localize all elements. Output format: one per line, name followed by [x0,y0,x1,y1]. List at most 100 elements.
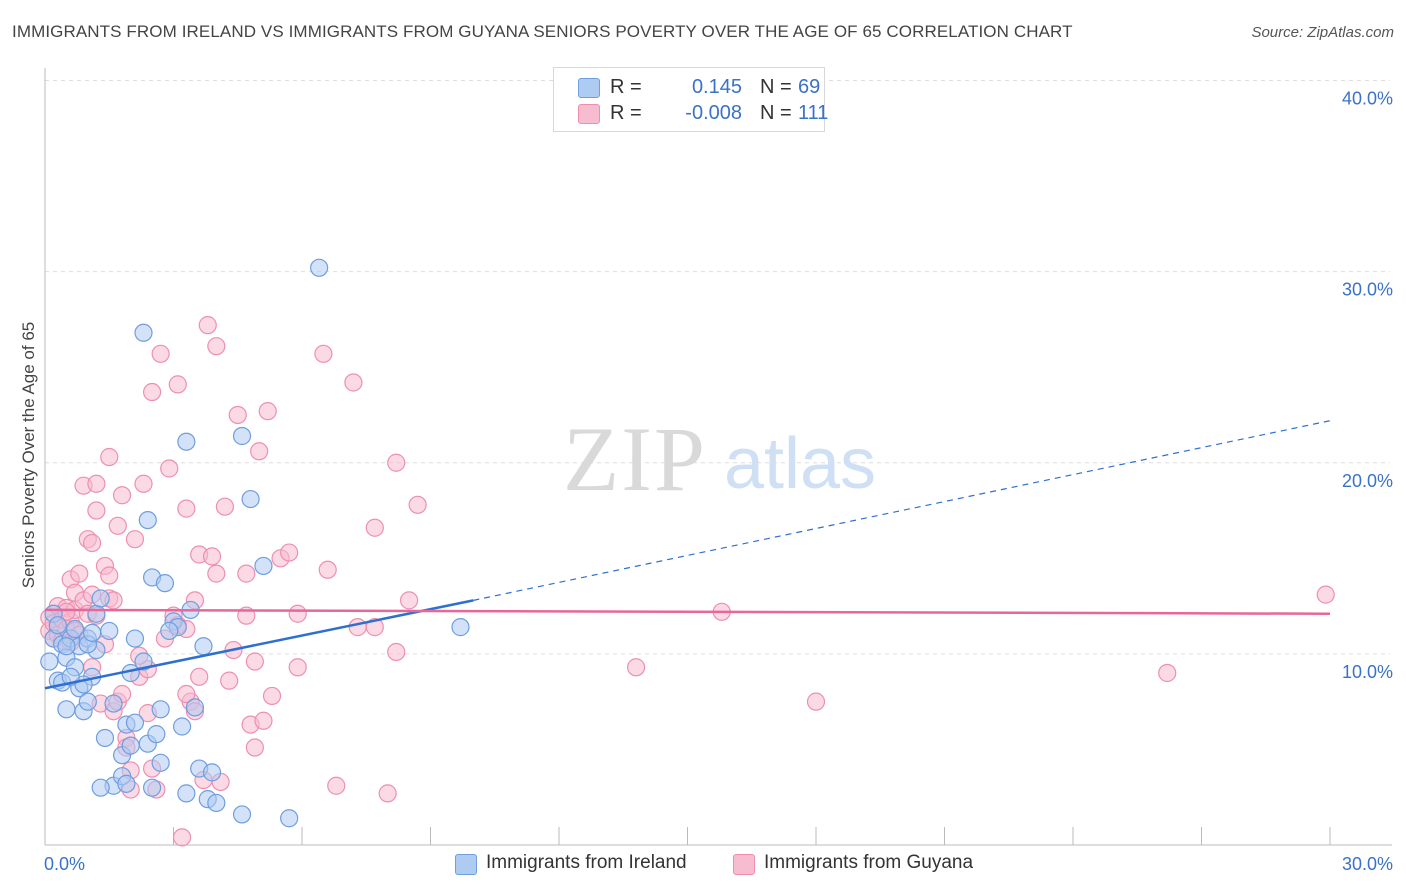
point-ireland [185,698,205,717]
point-ireland [48,616,67,635]
point-ireland [138,510,157,530]
point-guyana [87,501,106,520]
x-tick-labels: 0.0% 30.0% [44,854,1393,874]
point-ireland [194,637,213,656]
point-guyana [177,499,196,518]
correlation-legend: R = 0.145 N = 69 R = -0.008 N = 111 [553,67,829,132]
legend-r-value-guyana: -0.008 [685,102,742,124]
point-guyana [262,686,282,706]
trend-line-guyana [44,608,1331,615]
watermark-zip: ZIP [563,408,707,510]
point-guyana [112,486,132,505]
y-tick-label: 20.0% [1342,471,1393,491]
point-guyana [378,784,397,803]
point-ireland [232,805,252,824]
point-ireland [177,432,196,451]
point-guyana [100,566,119,585]
point-ireland [117,774,136,793]
point-guyana [365,518,384,537]
point-guyana [202,547,222,566]
series-guyana-points [40,316,1335,847]
y-tick-label: 10.0% [1342,662,1393,682]
point-ireland [207,793,226,813]
point-ireland [125,629,145,648]
point-ireland [125,713,145,732]
point-ireland [151,753,170,772]
watermark: ZIP atlas [563,408,876,510]
point-guyana [626,658,646,677]
point-ireland [57,637,76,656]
point-ireland [134,652,153,671]
point-guyana [70,564,89,583]
point-guyana [250,442,269,461]
point-guyana [314,344,333,363]
grid-lines [45,80,1390,655]
point-ireland [78,692,97,711]
point-guyana [245,652,264,671]
point-guyana [177,684,196,704]
point-ireland [232,426,252,446]
axes [44,68,1392,846]
legend-r-label: R = [610,102,642,124]
legend-r-label: R = [610,76,642,98]
legend-swatch-guyana [578,104,600,124]
legend-label-ireland: Immigrants from Ireland [486,852,687,873]
legend-swatch-ireland [578,78,600,98]
point-guyana [220,671,239,690]
point-ireland [83,623,102,642]
legend-n-label: N = [760,76,792,98]
point-guyana [207,564,226,583]
legend-n-label: N = [760,102,792,124]
point-guyana [228,405,247,425]
point-guyana [408,495,427,514]
point-guyana [151,344,170,363]
point-guyana [399,591,419,610]
point-ireland [451,618,470,637]
point-guyana [258,402,277,421]
point-ireland [241,489,260,509]
y-tick-label: 30.0% [1342,280,1393,300]
point-ireland [254,556,273,576]
point-ireland [40,652,59,671]
point-ireland [121,736,140,755]
series-legend: Immigrants from Ireland Immigrants from … [0,852,1406,878]
y-tick-label: 40.0% [1342,89,1393,109]
legend-swatch-ireland [455,854,477,875]
point-guyana [288,658,307,677]
point-ireland [65,619,85,639]
x-tick-label: 30.0% [1342,854,1393,874]
point-guyana [125,530,145,549]
watermark-atlas: atlas [724,424,876,504]
point-ireland [172,717,192,736]
point-guyana [1316,585,1335,604]
point-guyana [245,738,264,757]
point-guyana [142,382,162,402]
point-guyana [172,828,192,847]
point-guyana [100,447,119,467]
legend-r-value-ireland: 0.145 [691,76,742,98]
source-label: Source: ZipAtlas.com [1251,24,1394,41]
chart-title: IMMIGRANTS FROM IRELAND VS IMMIGRANTS FR… [12,22,1073,41]
point-guyana [348,618,367,637]
trend-line-ireland-extrapolated [473,420,1331,601]
point-ireland [151,700,170,719]
trend-lines [44,420,1331,690]
point-ireland [177,784,196,803]
point-guyana [83,533,102,553]
point-ireland [202,763,222,782]
point-guyana [806,692,826,711]
x-tick-label: 0.0% [44,854,85,874]
point-ireland [91,589,110,608]
legend-n-value-guyana: 111 [798,102,829,124]
trend-line-ireland [44,599,474,690]
point-guyana [237,564,256,583]
point-guyana [108,516,127,535]
y-axis-label: Seniors Poverty Over the Age of 65 [19,321,38,589]
point-ireland [134,323,153,342]
point-guyana [318,560,337,579]
point-ireland [280,809,299,828]
point-guyana [327,776,346,795]
point-ireland [310,258,329,277]
point-ireland [57,700,76,719]
point-ireland [142,778,162,797]
